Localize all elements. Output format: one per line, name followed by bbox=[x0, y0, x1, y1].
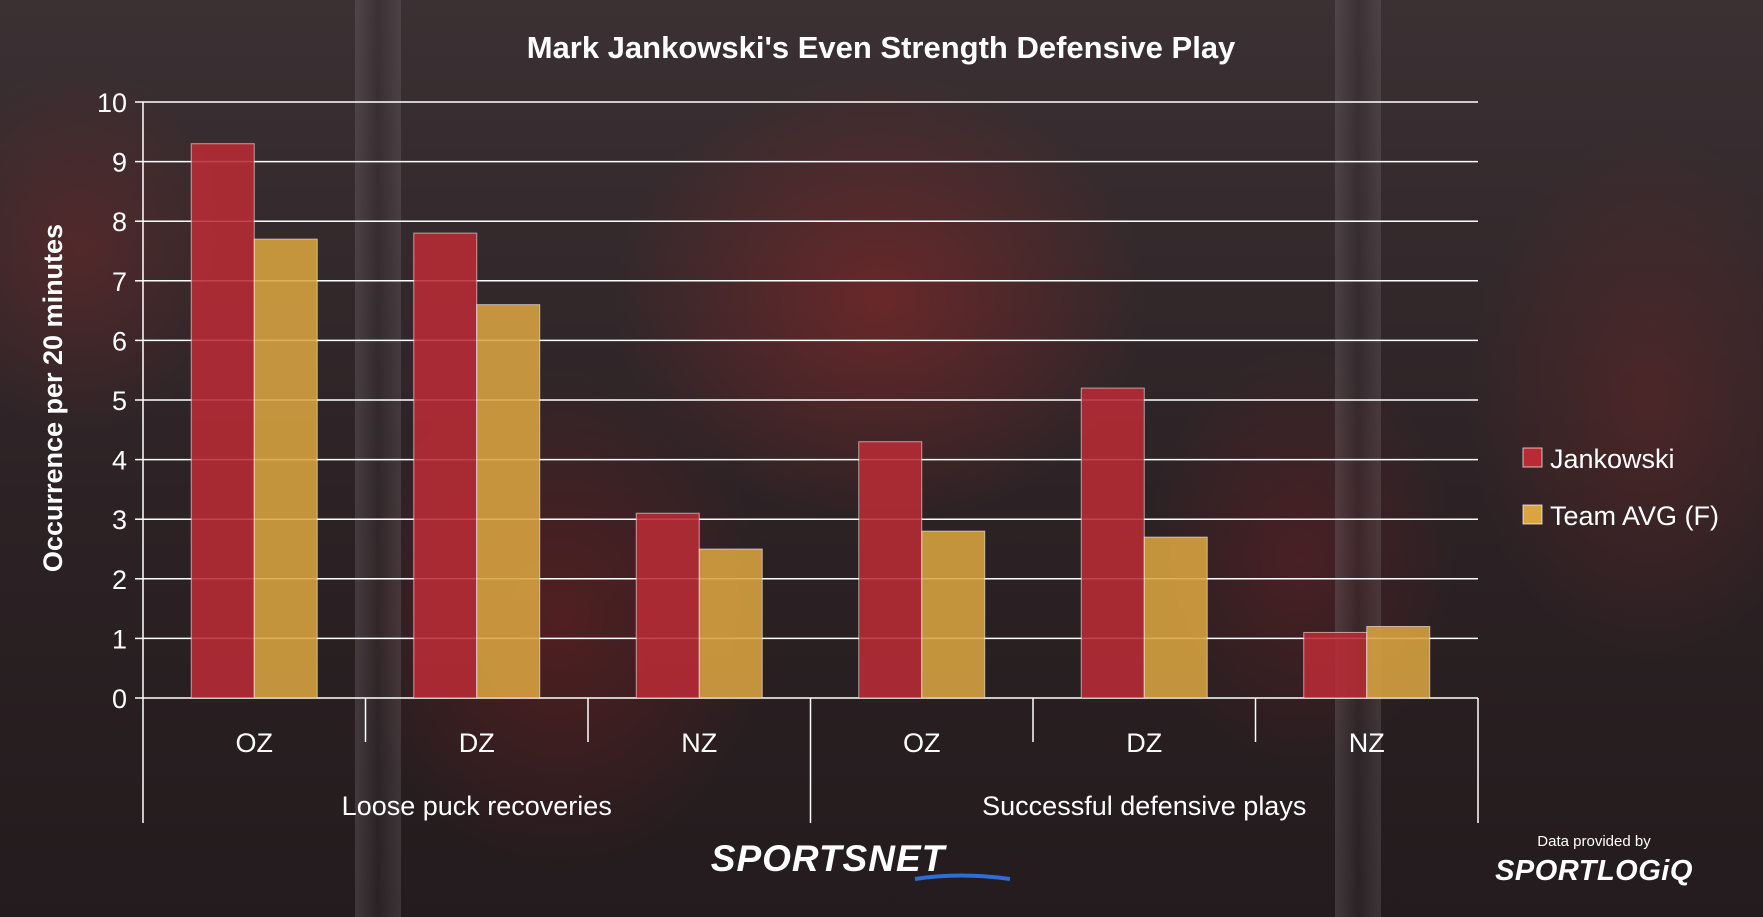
bar-jankowski bbox=[413, 232, 478, 699]
legend-swatch-team-avg bbox=[1522, 504, 1543, 525]
y-tick-label: 7 bbox=[112, 267, 127, 297]
y-tick-label: 0 bbox=[112, 684, 127, 714]
legend-label-jankowski: Jankowski bbox=[1550, 444, 1675, 474]
sportlogiq-wordmark: SPORTLOGiQ bbox=[1495, 855, 1693, 887]
x-axis: OZ DZ NZ OZ DZ NZ Loose puck recoveries Success… bbox=[142, 698, 1479, 823]
bar-team-avg bbox=[253, 238, 318, 699]
y-tick-label: 4 bbox=[112, 446, 127, 476]
legend-swatch-jankowski bbox=[1522, 447, 1543, 468]
sportsnet-logo: SPORTSNET bbox=[711, 838, 1011, 881]
bar-team-avg bbox=[1143, 536, 1208, 699]
y-tick-label: 8 bbox=[112, 207, 127, 237]
bar-jankowski bbox=[1303, 631, 1368, 699]
y-tick-label: 1 bbox=[112, 624, 127, 654]
y-tick-label: 2 bbox=[112, 565, 127, 595]
chart-title: Mark Jankowski's Even Strength Defensive… bbox=[527, 30, 1236, 65]
legend-label-team-avg: Team AVG (F) bbox=[1550, 501, 1719, 531]
bar-jankowski bbox=[635, 512, 700, 699]
x-category-label: OZ bbox=[903, 728, 941, 758]
x-category-label: NZ bbox=[1349, 728, 1385, 758]
y-tick-label: 3 bbox=[112, 505, 127, 535]
x-group-label: Successful defensive plays bbox=[982, 791, 1306, 821]
sportsnet-swoosh-icon bbox=[914, 873, 1011, 881]
legend: Jankowski Team AVG (F) bbox=[1522, 444, 1719, 531]
bar-team-avg bbox=[698, 548, 763, 699]
bar-team-avg bbox=[476, 304, 541, 699]
sportsnet-wordmark: SPORTSNET bbox=[711, 838, 948, 879]
y-axis-ticks: 0 1 2 3 4 5 6 7 8 9 10 bbox=[97, 88, 144, 714]
x-group-label: Loose puck recoveries bbox=[342, 791, 612, 821]
sportlogiq-credit: Data provided by SPORTLOGiQ bbox=[1495, 833, 1693, 887]
x-category-label: DZ bbox=[1126, 728, 1162, 758]
y-axis-label: Occurrence per 20 minutes bbox=[38, 224, 68, 572]
x-category-label: OZ bbox=[236, 728, 274, 758]
bar-jankowski bbox=[858, 441, 923, 699]
x-category-label: NZ bbox=[681, 728, 717, 758]
bars bbox=[190, 143, 1431, 699]
y-tick-label: 5 bbox=[112, 386, 127, 416]
background-pillar bbox=[1335, 0, 1381, 917]
y-tick-label: 6 bbox=[112, 326, 127, 356]
data-provided-by-label: Data provided by bbox=[1537, 833, 1651, 850]
bar-team-avg bbox=[921, 530, 986, 699]
bar-jankowski bbox=[190, 143, 255, 699]
y-tick-label: 9 bbox=[112, 148, 127, 178]
bar-team-avg bbox=[1366, 625, 1431, 699]
x-category-label: DZ bbox=[459, 728, 495, 758]
gridlines bbox=[143, 101, 1478, 699]
bar-jankowski bbox=[1080, 387, 1145, 699]
y-tick-label: 10 bbox=[97, 88, 127, 118]
background-pillar bbox=[355, 0, 401, 917]
